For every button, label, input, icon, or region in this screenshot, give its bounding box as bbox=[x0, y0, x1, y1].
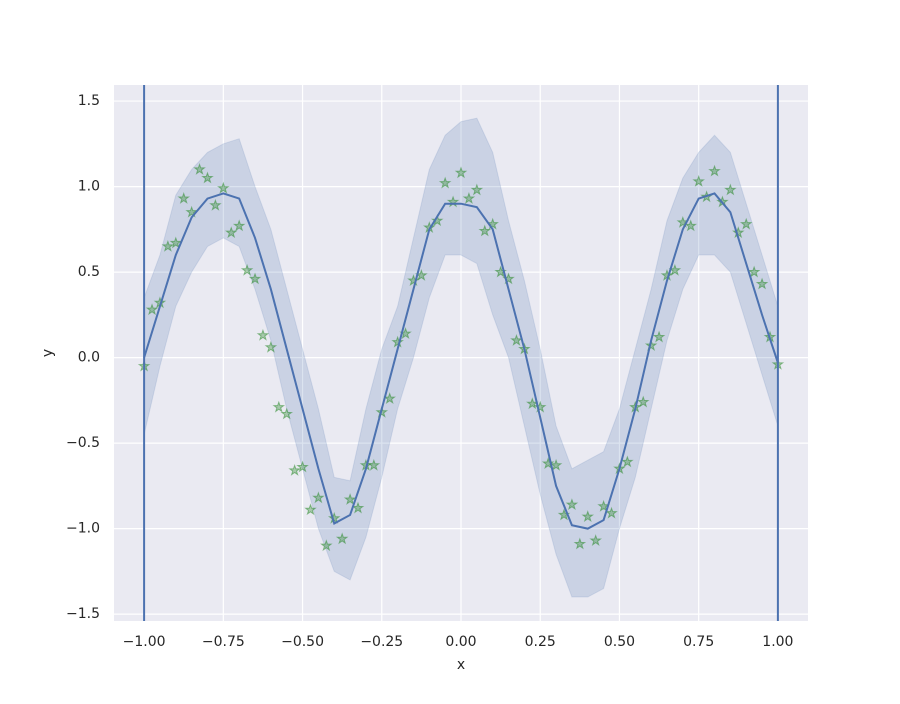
x-tick-label: −1.00 bbox=[123, 634, 166, 650]
x-tick-label: 0.50 bbox=[604, 634, 635, 650]
scatter-point bbox=[549, 458, 563, 471]
scatter-point bbox=[304, 503, 317, 516]
scatter-point bbox=[256, 328, 270, 341]
y-tick-label: 1.0 bbox=[78, 179, 100, 195]
scatter-point bbox=[367, 458, 381, 471]
scatter-point bbox=[383, 392, 396, 405]
scatter-point bbox=[470, 183, 484, 196]
scatter-point bbox=[232, 219, 246, 232]
scatter-point bbox=[430, 214, 444, 227]
scatter-point bbox=[755, 277, 769, 290]
y-tick-label: 0.0 bbox=[78, 350, 100, 366]
mean-line bbox=[143, 192, 779, 530]
y-tick-label: −0.5 bbox=[66, 435, 100, 451]
scatter-point bbox=[747, 265, 761, 278]
y-tick-label: −1.0 bbox=[66, 521, 100, 537]
x-tick-label: −0.25 bbox=[360, 634, 403, 650]
scatter-point bbox=[224, 226, 238, 239]
scatter-point bbox=[351, 501, 365, 514]
y-axis-label: y bbox=[40, 349, 56, 357]
scatter-point bbox=[201, 171, 214, 184]
x-tick-label: 0.00 bbox=[445, 634, 476, 650]
scatter-point bbox=[510, 334, 523, 346]
scatter-point bbox=[343, 493, 357, 505]
scatter-point bbox=[161, 239, 175, 252]
y-tick-label: 0.5 bbox=[78, 264, 100, 280]
scatter-point bbox=[248, 272, 262, 285]
scatter-point bbox=[478, 224, 492, 237]
scatter-point bbox=[692, 174, 705, 187]
scatter-point bbox=[169, 236, 183, 249]
scatter-point bbox=[209, 198, 222, 211]
scatter-point bbox=[724, 183, 737, 196]
scatter-point bbox=[280, 407, 293, 420]
y-tick-label: 1.5 bbox=[78, 93, 100, 109]
scatter-point bbox=[185, 205, 198, 218]
x-axis-label: x bbox=[457, 657, 465, 673]
scatter-point bbox=[565, 498, 579, 511]
scatter-point bbox=[272, 400, 286, 413]
scatter-point bbox=[621, 455, 634, 468]
scatter-point bbox=[240, 263, 254, 276]
scatter-point bbox=[288, 463, 301, 476]
scatter-point bbox=[739, 217, 753, 230]
scatter-point bbox=[636, 395, 650, 408]
scatter-point bbox=[145, 303, 159, 316]
scatter-point bbox=[177, 192, 191, 204]
scatter-point bbox=[462, 192, 476, 204]
scatter-point bbox=[391, 335, 404, 348]
scatter-point bbox=[573, 537, 587, 550]
x-tick-label: 1.00 bbox=[762, 634, 793, 650]
scatter-point bbox=[708, 164, 721, 177]
scatter-point bbox=[652, 330, 666, 343]
scatter-point bbox=[454, 166, 468, 179]
scatter-point bbox=[589, 534, 602, 546]
scatter-point bbox=[541, 457, 555, 470]
scatter-point bbox=[335, 532, 349, 545]
scatter-point bbox=[320, 539, 333, 552]
x-tick-label: −0.50 bbox=[281, 634, 324, 650]
scatter-point bbox=[684, 219, 698, 232]
x-tick-label: −0.75 bbox=[202, 634, 245, 650]
scatter-point bbox=[438, 176, 452, 189]
scatter-point bbox=[264, 340, 278, 353]
x-tick-label: 0.25 bbox=[525, 634, 556, 650]
scatter-point bbox=[312, 491, 325, 504]
scatter-point bbox=[193, 162, 206, 175]
scatter-point bbox=[296, 460, 309, 473]
scatter-point bbox=[644, 339, 658, 351]
scatter-point bbox=[581, 510, 595, 523]
scatter-point bbox=[217, 181, 230, 194]
scatter-point bbox=[605, 506, 618, 519]
scatter-point bbox=[597, 499, 610, 512]
x-tick-label: 0.75 bbox=[683, 634, 714, 650]
y-tick-label: −1.5 bbox=[66, 606, 100, 622]
